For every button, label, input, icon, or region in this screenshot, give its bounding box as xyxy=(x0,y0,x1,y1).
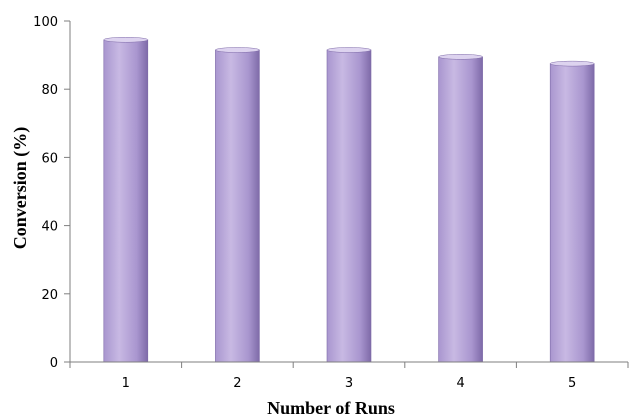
x-tick-label: 4 xyxy=(456,376,464,391)
axes-layer: 0 20 40 60 80 100 1 2 3 4 5 xyxy=(33,15,629,391)
bar-3 xyxy=(326,47,372,363)
x-tick-label: 1 xyxy=(122,376,130,391)
bar-1 xyxy=(103,37,149,363)
bar-top xyxy=(215,47,260,53)
bar-body xyxy=(438,56,483,363)
y-tick-label: 20 xyxy=(41,288,58,303)
bars-layer xyxy=(103,37,595,363)
x-tick-label: 3 xyxy=(345,376,353,391)
y-tick-label: 80 xyxy=(41,83,58,98)
y-axis-title: Conversion (%) xyxy=(10,127,31,250)
bar-top xyxy=(326,47,372,53)
y-tick-label: 100 xyxy=(33,15,58,30)
x-tick-label: 2 xyxy=(233,376,241,391)
bar-2 xyxy=(215,47,260,363)
bar-5 xyxy=(549,60,595,363)
bar-body xyxy=(103,39,149,363)
bar-body xyxy=(326,49,372,363)
bar-body xyxy=(215,49,260,363)
y-tick-label: 60 xyxy=(41,151,58,166)
y-tick-label: 0 xyxy=(50,356,58,371)
y-tick-label: 40 xyxy=(41,220,58,235)
x-tick-label: 5 xyxy=(568,376,576,391)
bar-top xyxy=(438,54,483,60)
x-axis-title: Number of Runs xyxy=(267,398,395,418)
bar-4 xyxy=(438,54,483,363)
bar-body xyxy=(549,63,595,363)
bar-top xyxy=(103,37,149,43)
bar-top xyxy=(549,60,595,67)
